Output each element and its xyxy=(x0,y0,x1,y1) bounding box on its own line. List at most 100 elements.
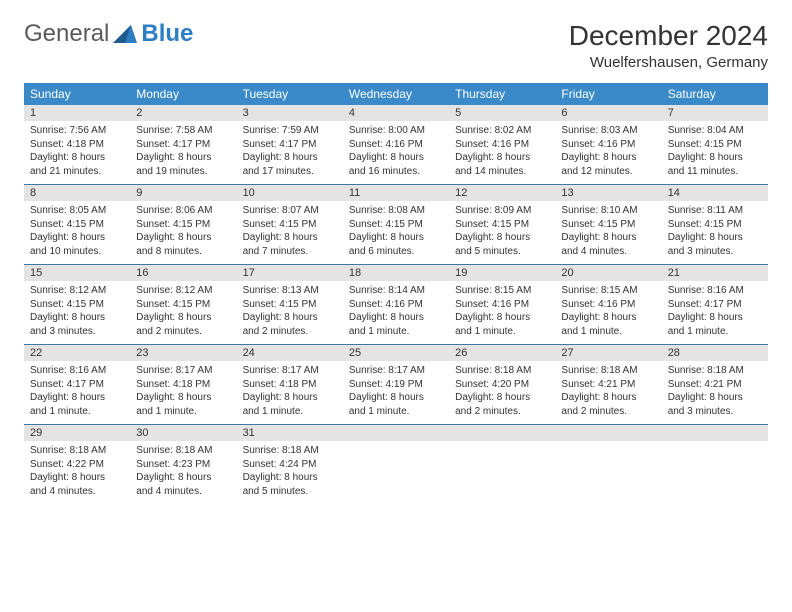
day-number: 13 xyxy=(555,185,661,201)
calendar-week-row: 15Sunrise: 8:12 AMSunset: 4:15 PMDayligh… xyxy=(24,265,768,345)
day-number: 31 xyxy=(237,425,343,441)
calendar-day-cell: 25Sunrise: 8:17 AMSunset: 4:19 PMDayligh… xyxy=(343,345,449,425)
day-number: 11 xyxy=(343,185,449,201)
daylight-text-2: and 1 minute. xyxy=(136,405,230,419)
daylight-text-1: Daylight: 8 hours xyxy=(349,391,443,405)
daylight-text-1: Daylight: 8 hours xyxy=(561,391,655,405)
daylight-text-1: Daylight: 8 hours xyxy=(243,231,337,245)
sunset-text: Sunset: 4:16 PM xyxy=(455,138,549,152)
calendar-day-cell: 12Sunrise: 8:09 AMSunset: 4:15 PMDayligh… xyxy=(449,185,555,265)
daylight-text-2: and 10 minutes. xyxy=(30,245,124,259)
logo-text-blue: Blue xyxy=(141,20,193,48)
day-body: Sunrise: 8:12 AMSunset: 4:15 PMDaylight:… xyxy=(24,281,130,344)
sunrise-text: Sunrise: 8:03 AM xyxy=(561,124,655,138)
day-number: 21 xyxy=(662,265,768,281)
day-number: 28 xyxy=(662,345,768,361)
day-number: 14 xyxy=(662,185,768,201)
day-number: 19 xyxy=(449,265,555,281)
sunset-text: Sunset: 4:16 PM xyxy=(455,298,549,312)
month-title: December 2024 xyxy=(569,20,768,52)
calendar-day-cell: 2Sunrise: 7:58 AMSunset: 4:17 PMDaylight… xyxy=(130,105,236,185)
daylight-text-1: Daylight: 8 hours xyxy=(30,471,124,485)
daylight-text-2: and 5 minutes. xyxy=(243,485,337,499)
sunrise-text: Sunrise: 8:11 AM xyxy=(668,204,762,218)
daylight-text-2: and 3 minutes. xyxy=(668,245,762,259)
sunset-text: Sunset: 4:16 PM xyxy=(349,138,443,152)
daylight-text-1: Daylight: 8 hours xyxy=(243,311,337,325)
day-body: Sunrise: 8:18 AMSunset: 4:21 PMDaylight:… xyxy=(555,361,661,424)
daylight-text-1: Daylight: 8 hours xyxy=(349,311,443,325)
weekday-header: Wednesday xyxy=(343,83,449,105)
calendar-day-cell: 8Sunrise: 8:05 AMSunset: 4:15 PMDaylight… xyxy=(24,185,130,265)
calendar-week-row: 22Sunrise: 8:16 AMSunset: 4:17 PMDayligh… xyxy=(24,345,768,425)
daylight-text-1: Daylight: 8 hours xyxy=(561,231,655,245)
daylight-text-2: and 1 minute. xyxy=(668,325,762,339)
sunset-text: Sunset: 4:15 PM xyxy=(243,298,337,312)
daylight-text-2: and 1 minute. xyxy=(243,405,337,419)
calendar-day-cell: 1Sunrise: 7:56 AMSunset: 4:18 PMDaylight… xyxy=(24,105,130,185)
daylight-text-1: Daylight: 8 hours xyxy=(668,231,762,245)
daylight-text-2: and 8 minutes. xyxy=(136,245,230,259)
daylight-text-2: and 21 minutes. xyxy=(30,165,124,179)
sunrise-text: Sunrise: 8:16 AM xyxy=(668,284,762,298)
logo: General Blue xyxy=(24,20,193,48)
calendar-week-row: 29Sunrise: 8:18 AMSunset: 4:22 PMDayligh… xyxy=(24,425,768,505)
calendar-day-cell: 3Sunrise: 7:59 AMSunset: 4:17 PMDaylight… xyxy=(237,105,343,185)
logo-triangle-icon xyxy=(113,25,137,43)
sunrise-text: Sunrise: 8:10 AM xyxy=(561,204,655,218)
sunset-text: Sunset: 4:15 PM xyxy=(136,298,230,312)
daylight-text-2: and 2 minutes. xyxy=(455,405,549,419)
sunset-text: Sunset: 4:15 PM xyxy=(668,218,762,232)
day-number: 6 xyxy=(555,105,661,121)
daylight-text-1: Daylight: 8 hours xyxy=(136,231,230,245)
day-body: Sunrise: 8:18 AMSunset: 4:21 PMDaylight:… xyxy=(662,361,768,424)
daylight-text-2: and 5 minutes. xyxy=(455,245,549,259)
daylight-text-1: Daylight: 8 hours xyxy=(30,231,124,245)
calendar-day-cell: 20Sunrise: 8:15 AMSunset: 4:16 PMDayligh… xyxy=(555,265,661,345)
day-body: Sunrise: 8:13 AMSunset: 4:15 PMDaylight:… xyxy=(237,281,343,344)
day-number: 26 xyxy=(449,345,555,361)
calendar-table: SundayMondayTuesdayWednesdayThursdayFrid… xyxy=(24,83,768,504)
day-number: 30 xyxy=(130,425,236,441)
calendar-day-cell: 27Sunrise: 8:18 AMSunset: 4:21 PMDayligh… xyxy=(555,345,661,425)
day-body: Sunrise: 8:18 AMSunset: 4:24 PMDaylight:… xyxy=(237,441,343,504)
day-number: 24 xyxy=(237,345,343,361)
weekday-header: Saturday xyxy=(662,83,768,105)
sunset-text: Sunset: 4:21 PM xyxy=(668,378,762,392)
daylight-text-1: Daylight: 8 hours xyxy=(455,231,549,245)
day-number: 17 xyxy=(237,265,343,281)
calendar-day-cell: 23Sunrise: 8:17 AMSunset: 4:18 PMDayligh… xyxy=(130,345,236,425)
weekday-header: Friday xyxy=(555,83,661,105)
daylight-text-1: Daylight: 8 hours xyxy=(668,311,762,325)
sunrise-text: Sunrise: 8:07 AM xyxy=(243,204,337,218)
calendar-day-cell: 29Sunrise: 8:18 AMSunset: 4:22 PMDayligh… xyxy=(24,425,130,505)
daylight-text-1: Daylight: 8 hours xyxy=(455,391,549,405)
daylight-text-1: Daylight: 8 hours xyxy=(349,151,443,165)
sunrise-text: Sunrise: 8:04 AM xyxy=(668,124,762,138)
day-number: 25 xyxy=(343,345,449,361)
daylight-text-2: and 12 minutes. xyxy=(561,165,655,179)
sunrise-text: Sunrise: 7:58 AM xyxy=(136,124,230,138)
calendar-empty-cell xyxy=(555,425,661,505)
calendar-day-cell: 4Sunrise: 8:00 AMSunset: 4:16 PMDaylight… xyxy=(343,105,449,185)
daylight-text-1: Daylight: 8 hours xyxy=(243,471,337,485)
sunset-text: Sunset: 4:21 PM xyxy=(561,378,655,392)
day-body: Sunrise: 8:16 AMSunset: 4:17 PMDaylight:… xyxy=(24,361,130,424)
day-body: Sunrise: 7:58 AMSunset: 4:17 PMDaylight:… xyxy=(130,121,236,184)
calendar-day-cell: 18Sunrise: 8:14 AMSunset: 4:16 PMDayligh… xyxy=(343,265,449,345)
calendar-day-cell: 5Sunrise: 8:02 AMSunset: 4:16 PMDaylight… xyxy=(449,105,555,185)
daylight-text-2: and 1 minute. xyxy=(30,405,124,419)
day-body: Sunrise: 8:07 AMSunset: 4:15 PMDaylight:… xyxy=(237,201,343,264)
sunrise-text: Sunrise: 8:12 AM xyxy=(30,284,124,298)
daylight-text-1: Daylight: 8 hours xyxy=(243,151,337,165)
daylight-text-2: and 14 minutes. xyxy=(455,165,549,179)
sunrise-text: Sunrise: 8:18 AM xyxy=(243,444,337,458)
sunrise-text: Sunrise: 8:17 AM xyxy=(136,364,230,378)
day-number: 15 xyxy=(24,265,130,281)
calendar-week-row: 1Sunrise: 7:56 AMSunset: 4:18 PMDaylight… xyxy=(24,105,768,185)
day-body: Sunrise: 8:03 AMSunset: 4:16 PMDaylight:… xyxy=(555,121,661,184)
calendar-week-row: 8Sunrise: 8:05 AMSunset: 4:15 PMDaylight… xyxy=(24,185,768,265)
sunrise-text: Sunrise: 7:56 AM xyxy=(30,124,124,138)
calendar-day-cell: 6Sunrise: 8:03 AMSunset: 4:16 PMDaylight… xyxy=(555,105,661,185)
sunset-text: Sunset: 4:15 PM xyxy=(455,218,549,232)
